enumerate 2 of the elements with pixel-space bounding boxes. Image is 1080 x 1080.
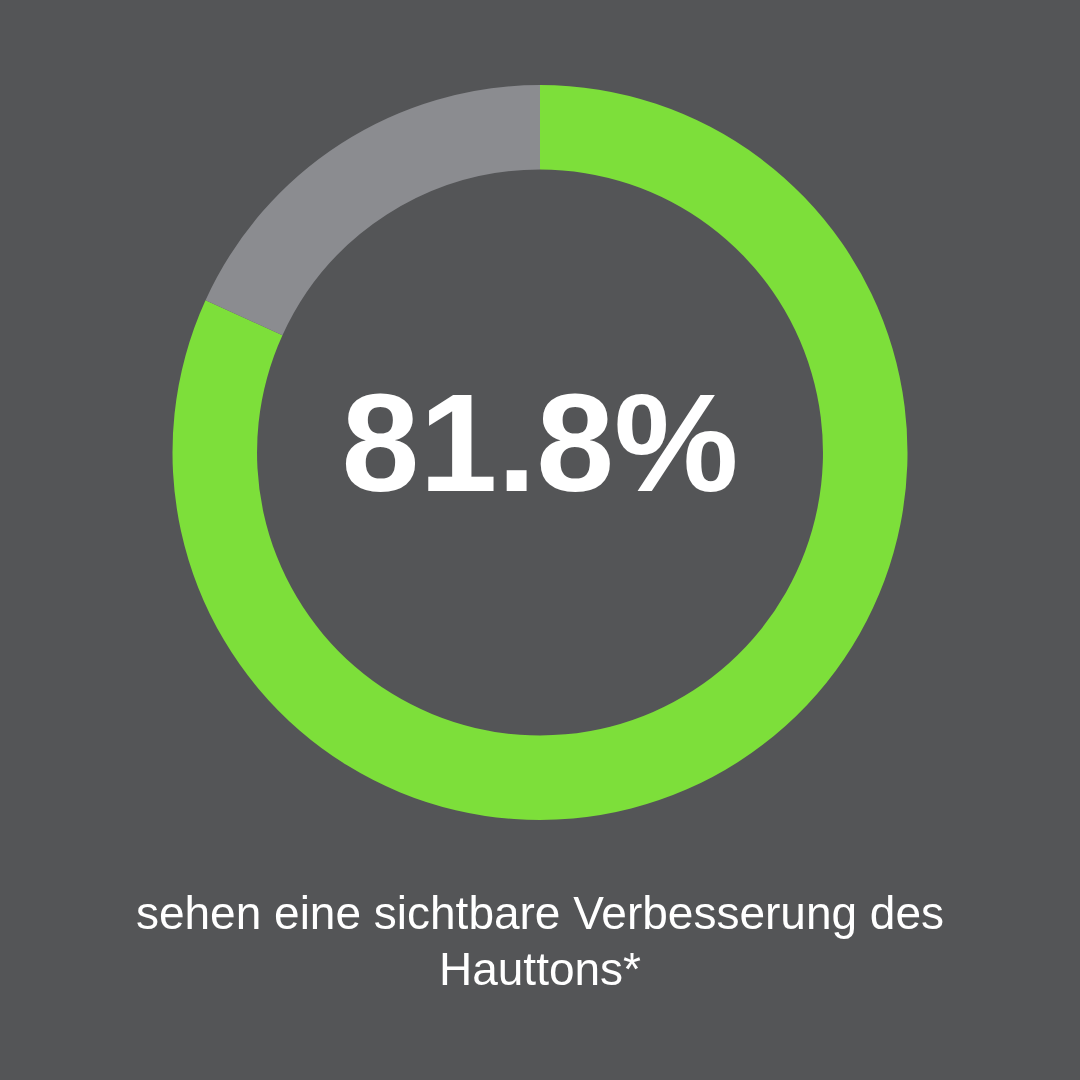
data-label: 81.8% bbox=[341, 364, 739, 522]
text: sehen eine sichtbare Verbesserung des Hauttons* bbox=[134, 886, 946, 997]
